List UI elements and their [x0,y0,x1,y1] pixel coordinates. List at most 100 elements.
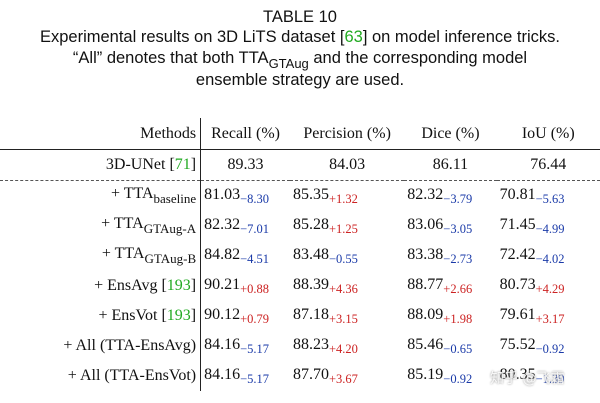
table-row: + TTAGTAug-B 84.82−4.51 83.48−0.55 83.38−2.… [0,241,600,271]
delta: −4.99 [535,221,565,236]
caption-line: “All” denotes that both TTAGTAug and the… [0,49,600,71]
value-cell: 70.81−5.63 [497,181,600,212]
value: 85.19 [407,365,444,383]
delta: −5.17 [240,341,270,356]
value: 90.12 [204,305,241,323]
value-cell: 88.39+4.36 [290,271,404,301]
value-cell: 85.28+1.25 [290,211,404,241]
value: 76.44 [530,156,567,173]
caption-subscript: GTAug [268,56,309,71]
delta: +3.17 [535,311,565,326]
method-cell: + TTAGTAug-B [0,241,202,271]
value: 84.82 [204,245,241,263]
delta: −0.65 [443,341,473,356]
method-name: + EnsVot [ [98,307,167,324]
method-cell: + EnsAvg [193] [0,271,202,301]
value-cell: 82.32−7.01 [201,211,290,241]
value: 79.61 [499,305,536,323]
method-name: ] [190,156,197,173]
method-name: + TTA [110,185,154,202]
value: 90.21 [204,275,241,293]
value: 80.73 [499,275,536,293]
caption-line: Experimental results on 3D LiTS dataset … [0,28,600,47]
table-row: + TTAbaseline 81.03−8.30 85.35+1.32 82.32−3… [0,180,600,212]
value-cell: 87.70+3.67 [290,361,404,391]
value-cell: 89.33 [200,149,290,181]
method-cell: + TTAGTAug-A [0,211,202,241]
method-name: + All (TTA-EnsAvg) [63,337,197,354]
caption-text: Experimental results on 3D LiTS dataset … [39,28,345,46]
value: 87.70 [292,365,329,383]
value-cell: 79.61+3.17 [497,301,600,331]
header-cell: Dice (%) [404,118,497,150]
table-row: + EnsAvg [193] 90.21+0.88 88.39+4.36 88.77+… [0,271,600,301]
delta: −3.79 [443,191,473,206]
citation: 193 [166,277,191,294]
value-cell: 83.48−0.55 [290,241,404,271]
value: 70.81 [499,185,536,203]
delta: +4.29 [535,281,565,296]
value: 82.32 [204,215,241,233]
delta: +2.66 [443,281,473,296]
value: 88.23 [292,335,329,353]
value-cell: 88.09+1.98 [404,301,496,331]
header-cell: IoU (%) [496,118,600,150]
delta: −8.30 [240,191,270,206]
delta: −4.51 [240,251,270,266]
table-row: 3D-UNet [71] 89.33 84.03 86.11 76.44 [0,149,600,181]
caption-text: and the corresponding model [308,49,528,67]
value-cell: 90.12+0.79 [201,301,290,331]
value-cell: 85.19−0.92 [404,361,496,391]
value-cell: 83.06−3.05 [404,211,496,241]
value: 88.09 [407,305,444,323]
table-row: + TTAGTAug-A 82.32−7.01 85.28+1.25 83.06−3.… [0,211,600,241]
delta: +3.67 [328,371,358,386]
value: 83.38 [407,245,444,263]
delta: +1.98 [443,311,473,326]
value-cell: 85.35+1.32 [290,181,404,212]
method-name: 3D-UNet [ [105,156,175,173]
value: 87.18 [292,305,329,323]
delta: +0.79 [240,311,270,326]
value-cell: 71.45−4.99 [497,211,600,241]
value-cell: 84.82−4.51 [201,241,290,271]
value-cell: 81.03−8.30 [201,181,290,212]
method-name: ] [190,277,197,294]
delta: −7.01 [240,221,270,236]
method-cell: + TTAbaseline [0,180,202,211]
delta: +0.88 [240,281,270,296]
delta: −0.55 [328,251,358,266]
value-cell: 80.35−1.39 [497,361,600,391]
value: 83.06 [407,215,444,233]
header-cell: Percision (%) [289,118,405,150]
value-cell: 84.03 [289,149,405,181]
value-cell: 87.18+3.15 [290,301,404,331]
value: 82.32 [407,185,444,203]
method-cell: + All (TTA-EnsAvg) [0,331,202,361]
method-name: + TTA [101,245,145,262]
delta: −2.73 [443,251,473,266]
value-cell: 84.16−5.17 [201,361,290,391]
table-row: + EnsVot [193] 90.12+0.79 87.18+3.15 88.09+… [0,301,600,331]
value-cell: 72.42−4.02 [497,241,600,271]
caption-label: TABLE 10 [263,8,337,26]
header-cell: Methods [0,118,202,150]
table-row: + All (TTA-EnsVot) 84.16−5.17 87.70+3.67 85… [0,361,600,391]
delta: +3.15 [328,311,358,326]
method-cell: + EnsVot [193] [0,301,202,331]
value-cell: 85.46−0.65 [404,331,496,361]
value: 80.35 [499,365,536,383]
value: 88.77 [407,275,444,293]
value: 86.11 [432,156,469,173]
method-name: + EnsAvg [ [94,277,167,294]
value: 85.28 [292,215,329,233]
delta: +1.25 [328,221,358,236]
table-row: + All (TTA-EnsAvg) 84.16−5.17 88.23+4.20 85… [0,331,600,361]
method-subscript: GTAug-B [144,251,197,266]
value: 84.16 [204,365,241,383]
caption-line: ensemble strategy are used. [195,71,405,89]
header-cell: Recall (%) [200,118,290,150]
value: 72.42 [499,245,536,263]
value: 85.46 [407,335,444,353]
caption-text: ] on model inference tricks. [362,28,560,46]
